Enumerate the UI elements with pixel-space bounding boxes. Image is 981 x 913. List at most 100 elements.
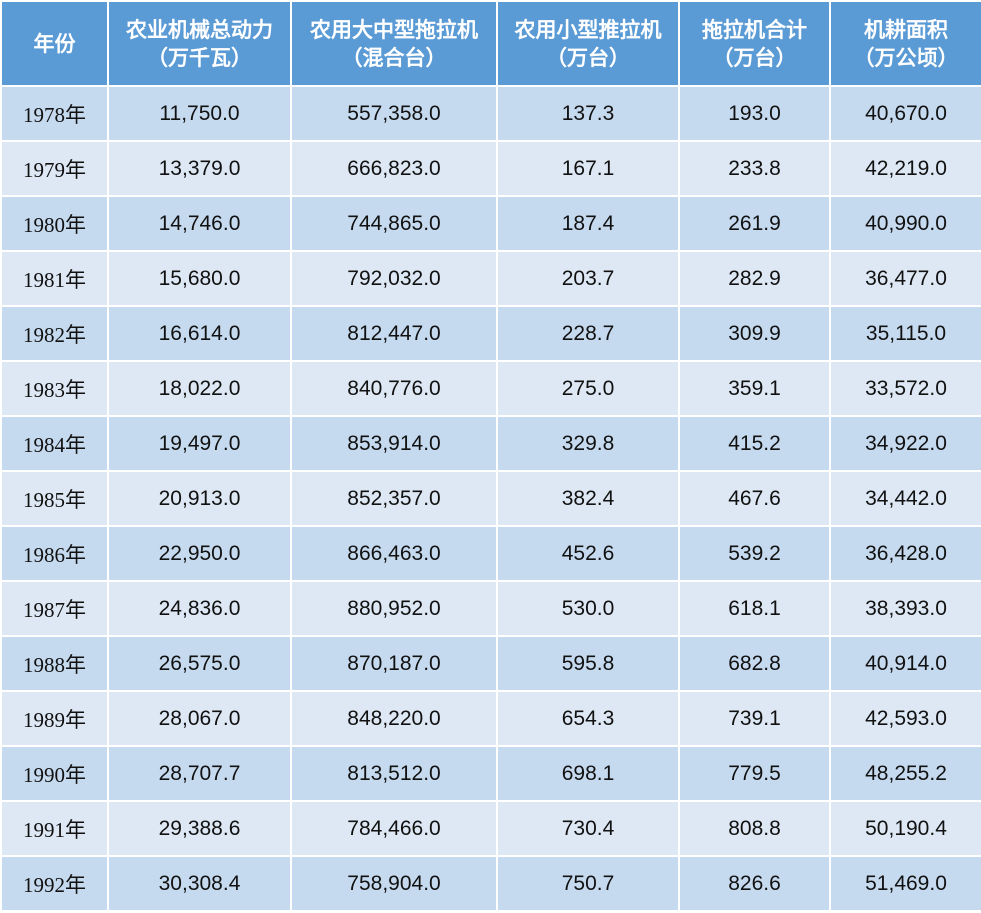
year-cell: 1978年 — [0, 85, 109, 142]
value-cell: 233.8 — [678, 140, 831, 197]
table-row: 1989年 28,067.0 848,220.0 654.3 739.1 42,593.0 — [0, 690, 981, 747]
value-cell: 34,922.0 — [829, 415, 981, 472]
table-body: 1978年 11,750.0 557,358.0 137.3 193.0 40,670.0… — [0, 85, 981, 912]
value-cell: 812,447.0 — [290, 305, 498, 362]
table-row: 1986年 22,950.0 866,463.0 452.6 539.2 36,428.0 — [0, 525, 981, 582]
value-cell: 530.0 — [496, 580, 680, 637]
value-cell: 36,428.0 — [829, 525, 981, 582]
table-row: 1991年 29,388.6 784,466.0 730.4 808.8 50,190.4 — [0, 800, 981, 857]
value-cell: 193.0 — [678, 85, 831, 142]
header-title: 农业机械总动力 — [126, 17, 273, 42]
value-cell: 38,393.0 — [829, 580, 981, 637]
value-cell: 11,750.0 — [107, 85, 292, 142]
table-row: 1982年 16,614.0 812,447.0 228.7 309.9 35,115.0 — [0, 305, 981, 362]
year-cell: 1981年 — [0, 250, 109, 307]
header-unit: （万台） — [546, 45, 630, 70]
table-row: 1990年 28,707.7 813,512.0 698.1 779.5 48,255.2 — [0, 745, 981, 802]
value-cell: 853,914.0 — [290, 415, 498, 472]
value-cell: 51,469.0 — [829, 855, 981, 912]
value-cell: 595.8 — [496, 635, 680, 692]
value-cell: 618.1 — [678, 580, 831, 637]
value-cell: 666,823.0 — [290, 140, 498, 197]
header-title: 拖拉机合计 — [702, 17, 807, 42]
table-row: 1981年 15,680.0 792,032.0 203.7 282.9 36,477.0 — [0, 250, 981, 307]
value-cell: 415.2 — [678, 415, 831, 472]
table-row: 1984年 19,497.0 853,914.0 329.8 415.2 34,922.0 — [0, 415, 981, 472]
value-cell: 870,187.0 — [290, 635, 498, 692]
column-header: 机耕面积 （万公顷） — [829, 0, 981, 87]
value-cell: 48,255.2 — [829, 745, 981, 802]
value-cell: 779.5 — [678, 745, 831, 802]
column-header: 年份 — [0, 0, 109, 87]
value-cell: 28,707.7 — [107, 745, 292, 802]
value-cell: 29,388.6 — [107, 800, 292, 857]
table-row: 1992年 30,308.4 758,904.0 750.7 826.6 51,469.0 — [0, 855, 981, 912]
value-cell: 382.4 — [496, 470, 680, 527]
header-unit: （混合台） — [341, 45, 447, 70]
value-cell: 28,067.0 — [107, 690, 292, 747]
column-header: 农用大中型拖拉机 （混合台） — [290, 0, 498, 87]
value-cell: 40,914.0 — [829, 635, 981, 692]
value-cell: 42,219.0 — [829, 140, 981, 197]
value-cell: 40,670.0 — [829, 85, 981, 142]
value-cell: 730.4 — [496, 800, 680, 857]
table-row: 1980年 14,746.0 744,865.0 187.4 261.9 40,990.0 — [0, 195, 981, 252]
value-cell: 15,680.0 — [107, 250, 292, 307]
year-cell: 1985年 — [0, 470, 109, 527]
year-cell: 1983年 — [0, 360, 109, 417]
value-cell: 852,357.0 — [290, 470, 498, 527]
year-cell: 1979年 — [0, 140, 109, 197]
value-cell: 20,913.0 — [107, 470, 292, 527]
value-cell: 784,466.0 — [290, 800, 498, 857]
value-cell: 750.7 — [496, 855, 680, 912]
header-title: 年份 — [33, 31, 76, 56]
value-cell: 792,032.0 — [290, 250, 498, 307]
value-cell: 36,477.0 — [829, 250, 981, 307]
value-cell: 866,463.0 — [290, 525, 498, 582]
value-cell: 739.1 — [678, 690, 831, 747]
value-cell: 359.1 — [678, 360, 831, 417]
value-cell: 282.9 — [678, 250, 831, 307]
value-cell: 758,904.0 — [290, 855, 498, 912]
year-cell: 1991年 — [0, 800, 109, 857]
value-cell: 840,776.0 — [290, 360, 498, 417]
value-cell: 309.9 — [678, 305, 831, 362]
value-cell: 42,593.0 — [829, 690, 981, 747]
value-cell: 557,358.0 — [290, 85, 498, 142]
value-cell: 329.8 — [496, 415, 680, 472]
value-cell: 167.1 — [496, 140, 680, 197]
value-cell: 16,614.0 — [107, 305, 292, 362]
value-cell: 22,950.0 — [107, 525, 292, 582]
value-cell: 682.8 — [678, 635, 831, 692]
value-cell: 34,442.0 — [829, 470, 981, 527]
header-title: 机耕面积 — [864, 17, 948, 42]
value-cell: 698.1 — [496, 745, 680, 802]
table-row: 1983年 18,022.0 840,776.0 275.0 359.1 33,572.0 — [0, 360, 981, 417]
header-unit: （万公顷） — [853, 45, 959, 70]
value-cell: 137.3 — [496, 85, 680, 142]
year-cell: 1984年 — [0, 415, 109, 472]
value-cell: 452.6 — [496, 525, 680, 582]
header-unit: （万台） — [712, 45, 797, 70]
value-cell: 848,220.0 — [290, 690, 498, 747]
year-cell: 1982年 — [0, 305, 109, 362]
table-row: 1979年 13,379.0 666,823.0 167.1 233.8 42,219.0 — [0, 140, 981, 197]
value-cell: 30,308.4 — [107, 855, 292, 912]
value-cell: 826.6 — [678, 855, 831, 912]
value-cell: 808.8 — [678, 800, 831, 857]
year-cell: 1990年 — [0, 745, 109, 802]
value-cell: 33,572.0 — [829, 360, 981, 417]
year-cell: 1986年 — [0, 525, 109, 582]
header-title: 农用小型推拉机 — [514, 17, 662, 42]
value-cell: 228.7 — [496, 305, 680, 362]
value-cell: 880,952.0 — [290, 580, 498, 637]
value-cell: 275.0 — [496, 360, 680, 417]
table-row: 1988年 26,575.0 870,187.0 595.8 682.8 40,914.0 — [0, 635, 981, 692]
value-cell: 467.6 — [678, 470, 831, 527]
year-cell: 1992年 — [0, 855, 109, 912]
value-cell: 18,022.0 — [107, 360, 292, 417]
value-cell: 35,115.0 — [829, 305, 981, 362]
table-row: 1978年 11,750.0 557,358.0 137.3 193.0 40,670.0 — [0, 85, 981, 142]
